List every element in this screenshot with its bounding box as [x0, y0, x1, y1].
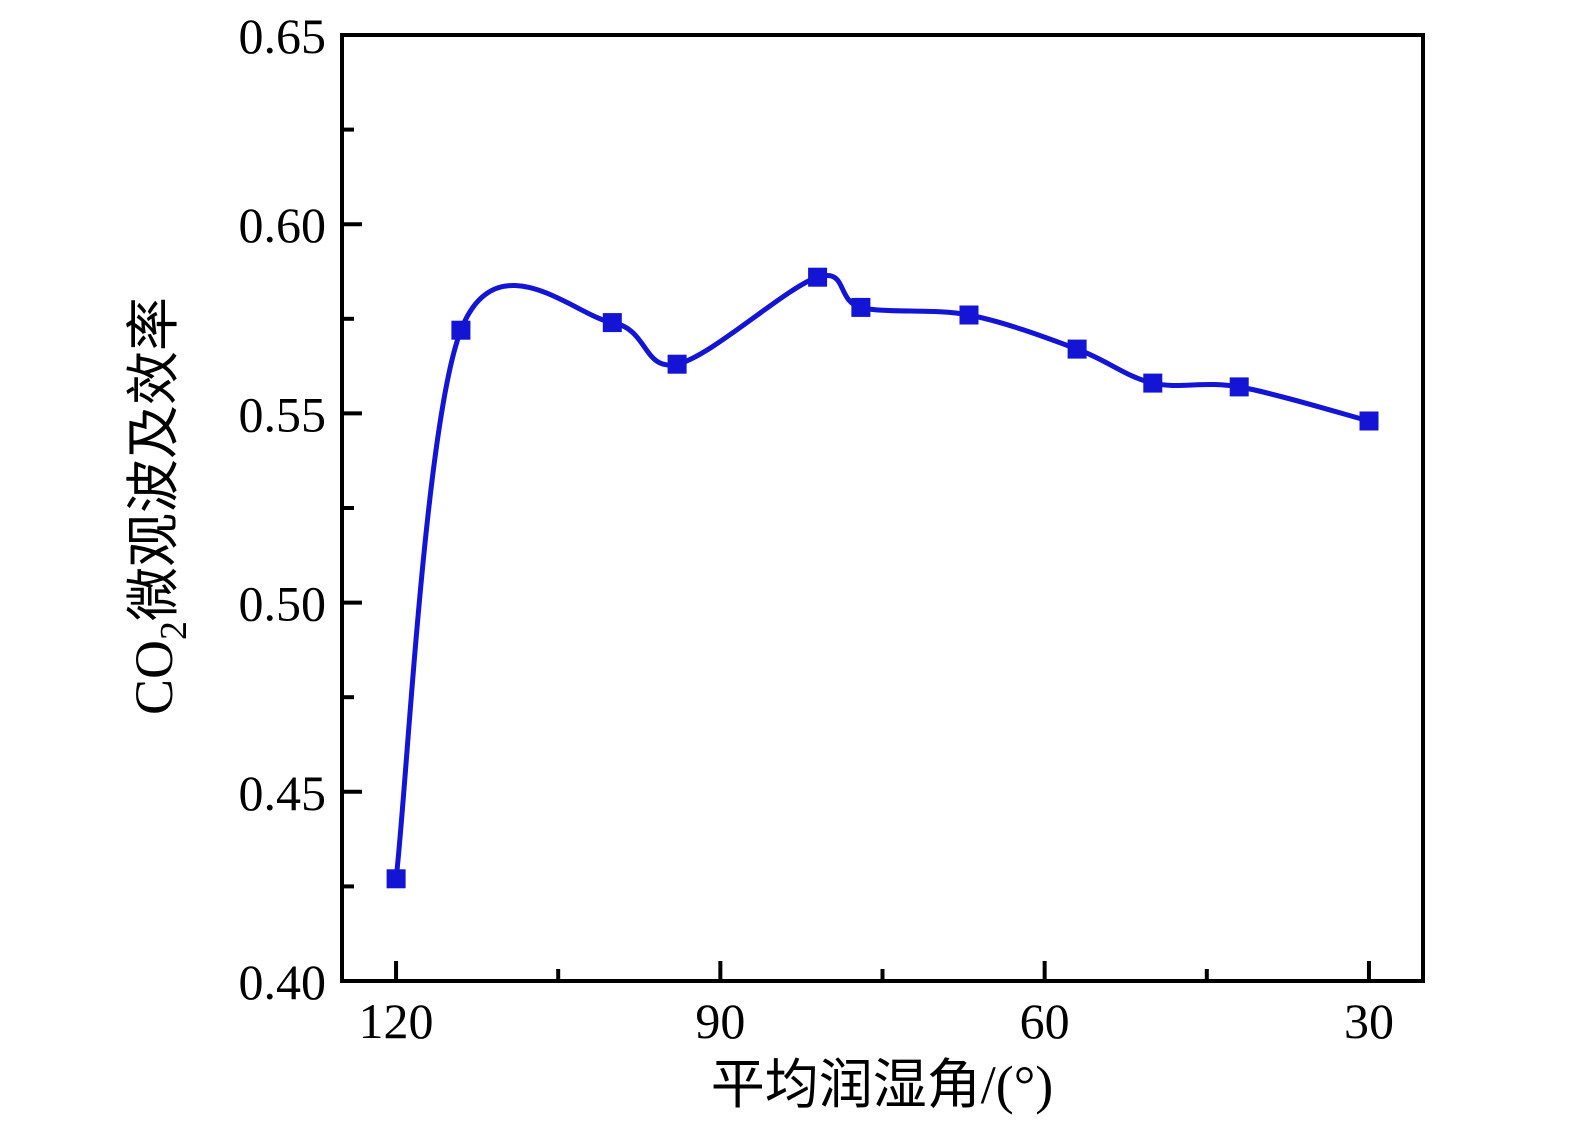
x-axis-tick-labels: 120 90 60 30	[359, 993, 1394, 1049]
x-tick-label: 90	[695, 993, 745, 1049]
data-point-marker	[451, 320, 471, 340]
y-axis-title: CO2微观波及效率	[124, 297, 195, 715]
y-axis-tick-labels: 0.40 0.45 0.50 0.55 0.60 0.65	[239, 8, 327, 1010]
series-line	[393, 273, 1372, 882]
x-axis-title: 平均润湿角/(°)	[711, 1055, 1054, 1115]
x-axis-ticks	[394, 961, 1371, 981]
y-tick-label: 0.55	[239, 386, 327, 442]
x-tick-label: 60	[1020, 993, 1070, 1049]
data-point-marker	[1143, 373, 1163, 393]
y-tick-label: 0.60	[239, 197, 327, 253]
data-point-marker	[808, 267, 828, 287]
data-point-marker	[602, 313, 622, 333]
data-point-marker	[851, 297, 871, 317]
data-point-marker	[667, 354, 687, 374]
data-series	[386, 267, 1379, 889]
y-tick-label: 0.50	[239, 576, 327, 632]
x-tick-label: 120	[359, 993, 434, 1049]
y-tick-label: 0.40	[239, 954, 327, 1010]
data-point-marker	[959, 305, 979, 325]
x-tick-label: 30	[1344, 993, 1394, 1049]
y-axis-title-rest: 微观波及效率	[124, 297, 184, 621]
y-axis-title-prefix: CO	[124, 640, 184, 715]
data-point-marker	[1067, 339, 1087, 359]
data-point-marker	[1229, 377, 1249, 397]
y-tick-label: 0.45	[239, 765, 327, 821]
plot-border	[340, 33, 1425, 983]
y-tick-label: 0.65	[239, 8, 327, 64]
y-axis-title-subscript: 2	[153, 621, 195, 640]
plot-frame	[340, 33, 1425, 983]
data-point-marker	[1359, 411, 1379, 431]
data-point-marker	[386, 869, 406, 889]
y-axis-ticks	[342, 33, 362, 983]
